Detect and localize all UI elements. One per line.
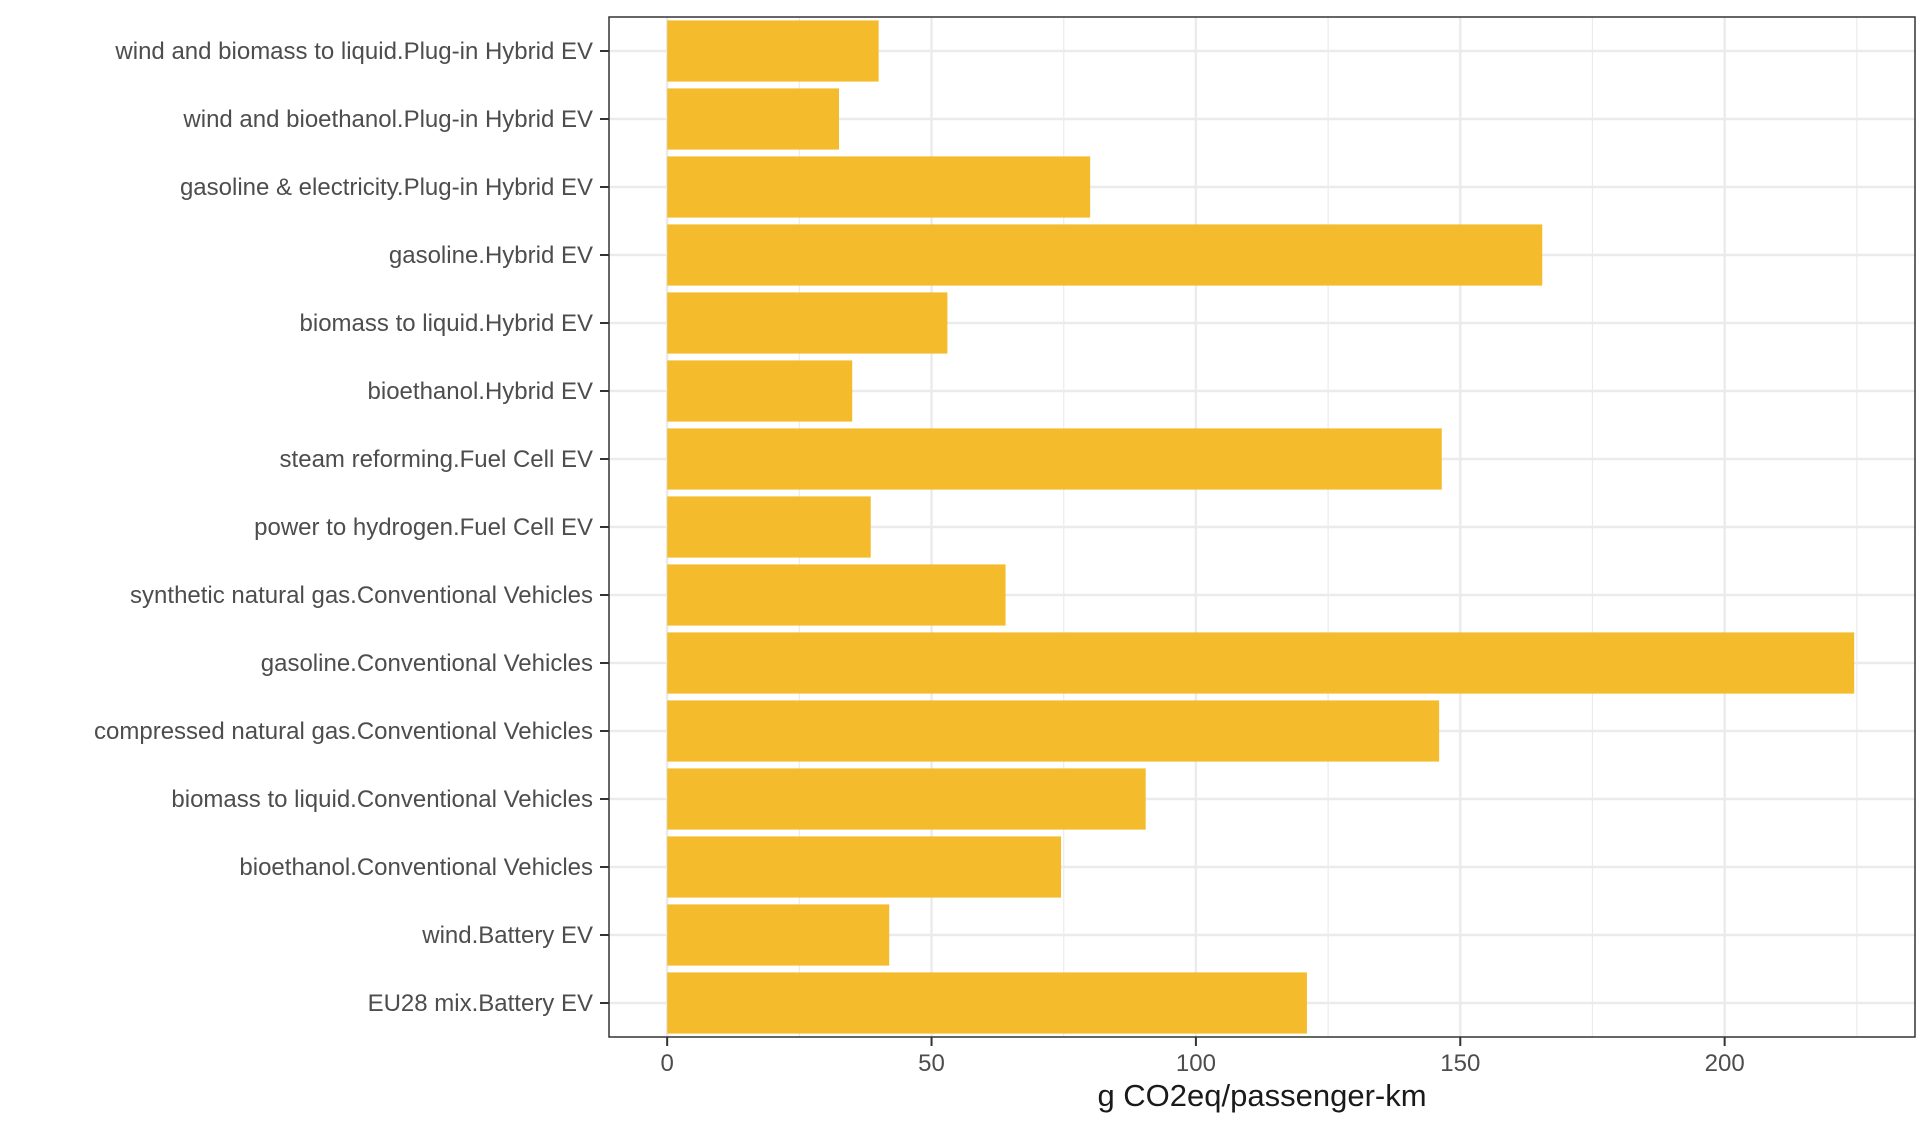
x-tick-label: 200 (1705, 1050, 1745, 1077)
x-axis-title: g CO2eq/passenger-km (1097, 1078, 1426, 1113)
x-tick-label: 50 (918, 1050, 945, 1077)
bar (667, 156, 1091, 218)
bars (667, 20, 1855, 1034)
bar (667, 292, 948, 354)
y-tick-label: gasoline & electricity.Plug-in Hybrid EV (180, 174, 593, 201)
bar (667, 632, 1855, 694)
y-tick-label: synthetic natural gas.Conventional Vehic… (130, 582, 593, 609)
y-tick-label: steam reforming.Fuel Cell EV (280, 446, 593, 473)
x-tick-label: 100 (1176, 1050, 1216, 1077)
y-tick-label: biomass to liquid.Conventional Vehicles (171, 786, 593, 813)
bar (667, 700, 1440, 762)
bar (667, 836, 1062, 898)
bar (667, 224, 1543, 286)
y-tick-label: biomass to liquid.Hybrid EV (300, 310, 593, 337)
bar (667, 564, 1006, 626)
bar (667, 768, 1146, 830)
bar (667, 496, 871, 558)
y-tick-label: wind.Battery EV (421, 922, 593, 949)
y-tick-label: gasoline.Hybrid EV (389, 242, 593, 269)
x-axis: 0 50 100 150 200 (660, 1037, 1745, 1077)
x-tick-label: 150 (1440, 1050, 1480, 1077)
y-tick-label: wind and biomass to liquid.Plug-in Hybri… (114, 38, 593, 65)
bar (667, 904, 890, 966)
y-tick-label: compressed natural gas.Conventional Vehi… (94, 718, 593, 745)
bar (667, 972, 1307, 1034)
y-tick-label: EU28 mix.Battery EV (368, 990, 593, 1017)
bar (667, 20, 879, 82)
y-tick-label: bioethanol.Conventional Vehicles (239, 854, 593, 881)
x-tick-label: 0 (660, 1050, 673, 1077)
bar (667, 360, 853, 422)
y-tick-label: gasoline.Conventional Vehicles (261, 650, 593, 677)
y-tick-label: bioethanol.Hybrid EV (368, 378, 593, 405)
y-tick-label: power to hydrogen.Fuel Cell EV (254, 514, 593, 541)
bar (667, 428, 1442, 490)
bar (667, 88, 840, 150)
y-axis: EU28 mix.Battery EV wind.Battery EV bioeth… (94, 38, 609, 1017)
y-tick-label: wind and bioethanol.Plug-in Hybrid EV (182, 106, 593, 133)
